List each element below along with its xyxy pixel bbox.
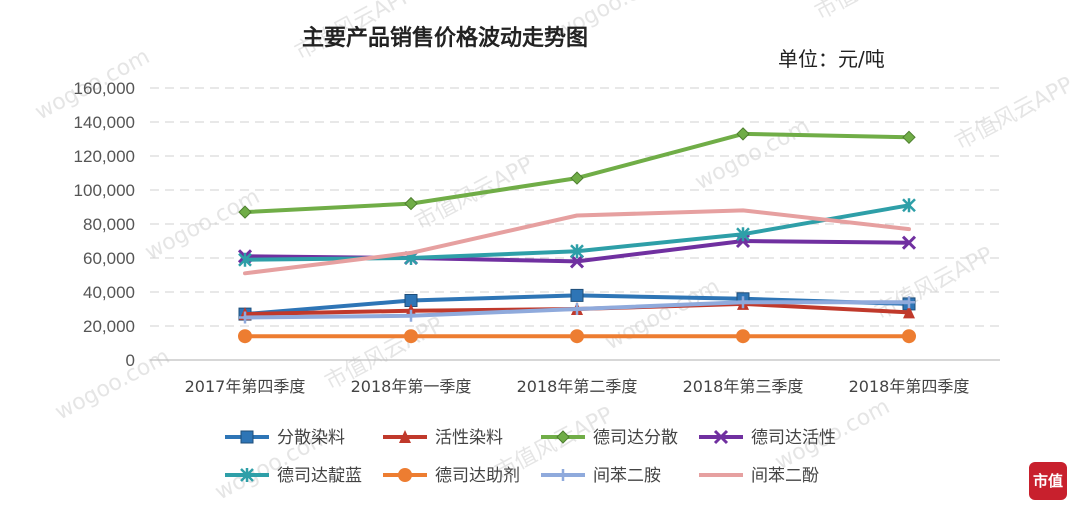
legend-item: 间苯二酚 bbox=[699, 466, 819, 486]
data-point bbox=[903, 296, 915, 309]
data-point bbox=[736, 127, 750, 141]
data-point bbox=[902, 130, 916, 145]
x-axis: 2017年第四季度 2018年第一季度 2018年第二季度 2018年第三季度 2018… bbox=[185, 377, 970, 396]
watermark-text: 市值风云APP bbox=[951, 72, 1077, 155]
data-point bbox=[713, 429, 729, 445]
data-point bbox=[736, 227, 750, 242]
legend-item: 间苯二胺 bbox=[541, 466, 661, 486]
legend-item: 德司达助剂 bbox=[383, 466, 520, 486]
y-tick-label: 100,000 bbox=[74, 181, 135, 200]
data-point bbox=[570, 244, 584, 259]
data-point bbox=[240, 468, 254, 482]
data-point bbox=[571, 303, 583, 315]
y-tick-label: 0 bbox=[126, 351, 135, 370]
legend-label: 间苯二胺 bbox=[593, 466, 661, 486]
y-tick-label: 160,000 bbox=[74, 79, 135, 98]
watermark-text: wogoo.com bbox=[601, 274, 724, 355]
series-line bbox=[243, 208, 911, 276]
data-point bbox=[557, 469, 569, 481]
data-point bbox=[570, 288, 584, 302]
legend-label: 德司达分散 bbox=[593, 428, 678, 448]
data-point bbox=[404, 329, 418, 344]
legend-label: 间苯二酚 bbox=[751, 466, 819, 486]
legend-label: 活性染料 bbox=[435, 428, 503, 448]
y-tick-label: 80,000 bbox=[83, 215, 135, 234]
x-tick-label: 2018年第一季度 bbox=[351, 377, 472, 396]
legend-item: 活性染料 bbox=[383, 428, 503, 448]
data-point bbox=[902, 329, 916, 344]
data-point bbox=[570, 329, 584, 344]
x-tick-label: 2018年第三季度 bbox=[683, 377, 804, 396]
data-point bbox=[556, 430, 570, 444]
legend-item: 分散染料 bbox=[225, 428, 345, 448]
data-point bbox=[901, 235, 917, 250]
unit-label: 单位：元/吨 bbox=[778, 47, 885, 71]
y-axis: 0 20,000 40,000 60,000 80,000 100,000 120,000 1… bbox=[74, 79, 135, 370]
data-point bbox=[569, 254, 585, 269]
data-point bbox=[238, 329, 252, 344]
series-德司达分散 bbox=[238, 127, 916, 219]
data-point bbox=[238, 205, 252, 219]
data-point bbox=[405, 309, 417, 322]
series-德司达助剂 bbox=[238, 329, 916, 344]
y-tick-label: 40,000 bbox=[83, 283, 135, 302]
data-point bbox=[570, 171, 584, 185]
y-tick-label: 20,000 bbox=[83, 317, 135, 336]
legend-label: 分散染料 bbox=[277, 428, 345, 448]
data-point bbox=[404, 196, 418, 211]
series-layer bbox=[237, 127, 917, 344]
legend-item: 德司达活性 bbox=[699, 428, 836, 448]
data-point bbox=[398, 468, 412, 482]
legend-label: 德司达助剂 bbox=[435, 466, 520, 486]
watermark-text: wogoo.com bbox=[51, 344, 174, 425]
y-tick-label: 140,000 bbox=[74, 113, 135, 132]
chart-title: 主要产品销售价格波动走势图 bbox=[302, 25, 588, 51]
legend-item: 德司达靛蓝 bbox=[225, 466, 362, 486]
y-tick-label: 120,000 bbox=[74, 147, 135, 166]
series-间苯二胺 bbox=[239, 296, 915, 324]
data-point bbox=[240, 430, 254, 444]
series-间苯二酚 bbox=[243, 208, 911, 276]
data-point bbox=[399, 430, 411, 443]
watermark-text: 市值风云APP bbox=[811, 0, 937, 25]
data-point bbox=[903, 305, 915, 319]
data-point bbox=[902, 198, 916, 213]
legend-label: 德司达靛蓝 bbox=[277, 466, 362, 486]
x-tick-label: 2017年第四季度 bbox=[185, 377, 306, 396]
legend-label: 德司达活性 bbox=[751, 428, 836, 448]
brand-logo: 市值 bbox=[1029, 462, 1067, 500]
watermark-text: wogoo.com bbox=[691, 114, 814, 195]
data-point bbox=[737, 296, 749, 309]
y-tick-label: 60,000 bbox=[83, 249, 135, 268]
data-point bbox=[238, 252, 252, 267]
x-tick-label: 2018年第四季度 bbox=[849, 377, 970, 396]
x-tick-label: 2018年第二季度 bbox=[517, 377, 638, 396]
data-point bbox=[736, 329, 750, 344]
legend-item: 德司达分散 bbox=[541, 428, 678, 448]
data-point bbox=[239, 311, 251, 324]
